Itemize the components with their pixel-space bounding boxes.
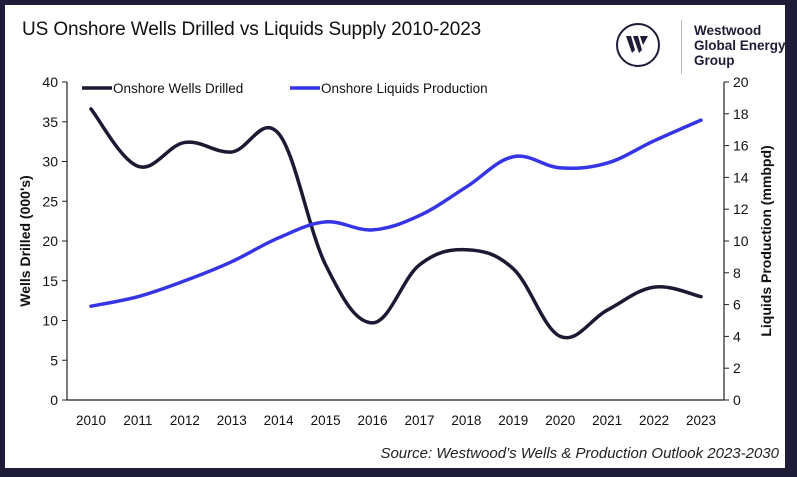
y-tick-label-left: 35 [42,114,58,130]
legend-label-wells: Onshore Wells Drilled [113,81,243,96]
westwood-w-logo-icon [616,23,660,67]
y-tick-label-left: 0 [50,392,58,408]
y-tick-label-left: 30 [42,154,58,170]
westwood-logo: Westwood Global Energy Group [616,20,786,80]
x-tick-label: 2017 [404,413,434,428]
x-tick-label: 2010 [76,413,106,428]
y-tick-label-left: 40 [42,74,58,90]
y-tick-label-right: 14 [733,169,749,185]
logo-line: Westwood [694,23,762,38]
y-tick-label-right: 18 [733,106,749,122]
y-tick-label-right: 6 [733,297,741,313]
x-tick-label: 2021 [592,413,622,428]
x-tick-label: 2022 [639,413,669,428]
y-axis-title-right: Liquids Production (mmbpd) [758,145,774,336]
source-note: Source: Westwood’s Wells & Production Ou… [380,445,779,462]
y-tick-label-left: 20 [42,233,58,249]
x-tick-label: 2019 [498,413,528,428]
x-tick-label: 2020 [545,413,575,428]
y-tick-label-right: 8 [733,265,741,281]
legend-label-liquids: Onshore Liquids Production [321,81,488,96]
series-line-liquids-production [89,118,703,308]
line-chart: 0 5 10 15 20 25 30 35 40 0 2 4 6 8 10 12 14 16 18 20 2010 201… [17,74,774,428]
logo-line: Global Energy [694,38,786,53]
y-tick-label-right: 2 [733,360,741,376]
y-tick-label-right: 20 [733,74,749,90]
y-tick-label-left: 25 [42,193,58,209]
y-tick-label-left: 10 [42,313,58,329]
y-tick-label-right: 10 [733,233,749,249]
logo-text: Westwood Global Energy Group [694,23,786,68]
y-tick-label-right: 16 [733,138,749,154]
x-tick-label: 2023 [686,413,716,428]
y-tick-label-left: 5 [50,352,58,368]
x-tick-label: 2012 [170,413,200,428]
logo-line: Group [694,53,735,68]
logo-divider [681,20,682,74]
x-tick-label: 2016 [358,413,388,428]
y-tick-label-right: 0 [733,392,741,408]
x-tick-label: 2015 [311,413,341,428]
x-tick-label: 2018 [451,413,481,428]
x-tick-label: 2014 [264,413,295,428]
y-axis-title-left: Wells Drilled (000's) [17,175,33,306]
series-line-wells-drilled [89,107,703,340]
y-tick-label-left: 15 [42,273,58,289]
chart-title: US Onshore Wells Drilled vs Liquids Supp… [22,19,482,40]
chart-card: US Onshore Wells Drilled vs Liquids Supp… [5,5,786,468]
y-tick-label-right: 12 [733,201,749,217]
x-tick-label: 2013 [217,413,247,428]
y-tick-label-right: 4 [733,328,741,344]
x-tick-label: 2011 [123,413,152,428]
